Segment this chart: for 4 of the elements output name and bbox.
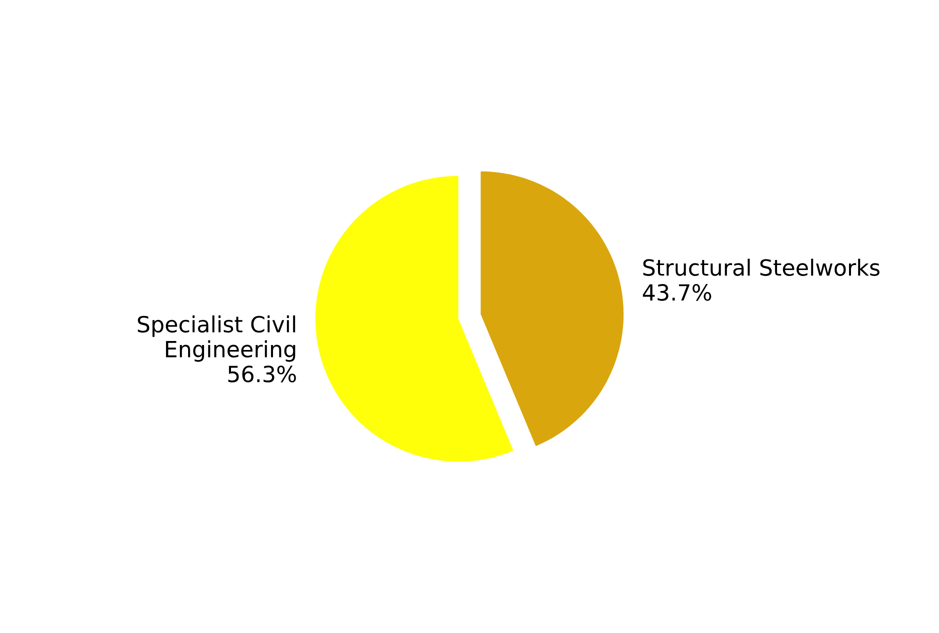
data-label: 56.3%: [228, 366, 296, 382]
slice-label: Specialist Civil Engineering: [138, 315, 296, 362]
slice-label: Structural Steelworks: [643, 258, 880, 276]
data-label: 43.7%: [642, 284, 712, 301]
